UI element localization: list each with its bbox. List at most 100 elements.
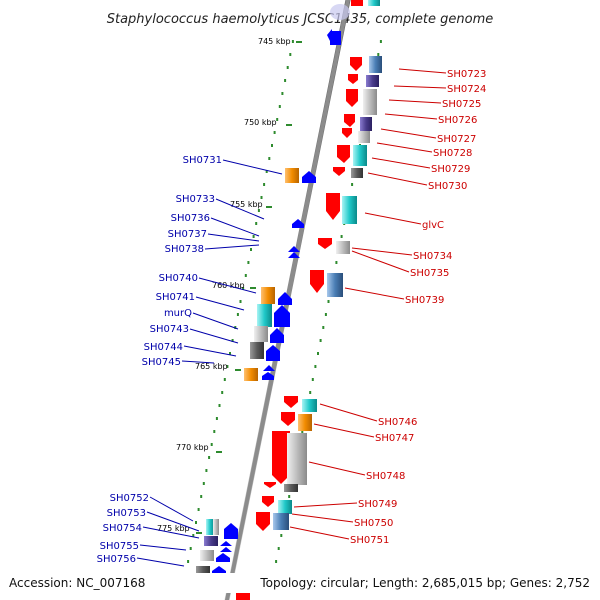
gene-label[interactable]: SH0750 (354, 518, 393, 529)
gene-arrow[interactable] (302, 171, 316, 183)
gene-arrow[interactable] (346, 89, 358, 107)
cog-box[interactable] (366, 75, 379, 87)
gene-arrow[interactable] (262, 496, 274, 507)
gene-arrow[interactable] (327, 29, 332, 45)
gene-label[interactable]: SH0754 (103, 523, 142, 534)
gene-arrow[interactable] (224, 523, 238, 539)
gene-label[interactable]: SH0739 (405, 295, 444, 306)
cog-box[interactable] (369, 56, 382, 73)
cog-box[interactable] (206, 519, 214, 535)
gene-label[interactable]: SH0729 (431, 164, 470, 175)
gene-arrow[interactable] (220, 547, 232, 552)
gene-arrow[interactable] (281, 412, 295, 426)
cog-box[interactable] (196, 566, 210, 575)
gene-label[interactable]: SH0749 (358, 499, 397, 510)
cog-box[interactable] (298, 414, 312, 431)
cog-box[interactable] (284, 484, 298, 492)
gene-label[interactable]: SH0727 (437, 134, 476, 145)
cog-box[interactable] (353, 145, 367, 166)
cog-box[interactable] (204, 536, 218, 546)
gene-arrow[interactable] (330, 31, 341, 45)
gene-arrow[interactable] (278, 292, 292, 305)
cog-box[interactable] (278, 500, 292, 514)
gene-arrow[interactable] (333, 167, 345, 176)
gene-label[interactable]: SH0745 (142, 357, 181, 368)
gene-arrow[interactable] (318, 238, 332, 249)
cog-box[interactable] (213, 519, 219, 535)
gene-arrow[interactable] (264, 482, 276, 488)
gene-label[interactable]: SH0743 (150, 324, 189, 335)
gene-label[interactable]: SH0726 (438, 115, 477, 126)
gene-arrow[interactable] (344, 114, 355, 127)
cog-box[interactable] (257, 304, 272, 327)
cog-box[interactable] (368, 0, 380, 6)
gene-label[interactable]: SH0737 (168, 229, 207, 240)
cog-box[interactable] (273, 513, 289, 530)
gene-label[interactable]: SH0744 (144, 342, 183, 353)
cog-box[interactable] (287, 433, 307, 485)
gene-arrow[interactable] (212, 566, 226, 575)
gene-label[interactable]: SH0734 (413, 251, 452, 262)
gene-label[interactable]: SH0723 (447, 69, 486, 80)
gene-arrow[interactable] (270, 328, 284, 343)
cog-box[interactable] (302, 399, 317, 412)
cog-box[interactable] (254, 326, 268, 342)
cog-box[interactable] (200, 550, 214, 561)
gene-arrow[interactable] (262, 372, 274, 380)
cog-box[interactable] (285, 168, 299, 183)
gene-arrow[interactable] (216, 553, 230, 562)
gene-arrow[interactable] (292, 219, 304, 228)
gene-arrow[interactable] (351, 0, 363, 6)
gene-label[interactable]: SH0756 (97, 554, 136, 565)
cog-box[interactable] (261, 287, 275, 304)
gene-arrow[interactable] (220, 541, 232, 546)
gene-arrow[interactable] (236, 592, 250, 600)
gene-arrow[interactable] (263, 365, 275, 371)
gene-label[interactable]: SH0733 (176, 194, 215, 205)
gene-label[interactable]: SH0736 (171, 213, 210, 224)
gene-arrow[interactable] (256, 512, 270, 531)
gene-arrow[interactable] (266, 345, 280, 361)
gene-label[interactable]: SH0731 (183, 155, 222, 166)
view-position-marker[interactable] (330, 4, 350, 20)
gene-label[interactable]: SH0751 (350, 535, 389, 546)
gene-label[interactable]: SH0752 (110, 493, 149, 504)
gene-label[interactable]: SH0753 (107, 508, 146, 519)
gene-arrow[interactable] (310, 270, 324, 293)
gene-label[interactable]: SH0730 (428, 181, 467, 192)
gene-arrow[interactable] (272, 431, 290, 484)
gene-arrow[interactable] (348, 74, 358, 84)
gene-label[interactable]: SH0746 (378, 417, 417, 428)
gene-label[interactable]: SH0738 (165, 244, 204, 255)
cog-box[interactable] (358, 131, 370, 143)
gene-label[interactable]: SH0741 (156, 292, 195, 303)
gene-arrow[interactable] (337, 145, 350, 163)
gene-arrow[interactable] (284, 396, 298, 408)
gene-arrow[interactable] (274, 305, 290, 327)
gene-label[interactable]: murQ (164, 308, 192, 319)
gene-arrow[interactable] (326, 193, 340, 220)
gene-label[interactable]: SH0724 (447, 84, 486, 95)
gene-label[interactable]: SH0747 (375, 433, 414, 444)
gene-label[interactable]: SH0735 (410, 268, 449, 279)
gene-arrow[interactable] (288, 252, 300, 258)
gene-label[interactable]: glvC (422, 220, 444, 231)
cog-box[interactable] (342, 196, 357, 224)
cog-box[interactable] (351, 168, 363, 178)
gene-label[interactable]: SH0748 (366, 471, 405, 482)
gene-label[interactable]: SH0755 (100, 541, 139, 552)
gene-label[interactable]: SH0728 (433, 148, 472, 159)
cog-box[interactable] (336, 241, 350, 254)
cog-box[interactable] (244, 368, 258, 381)
cog-box[interactable] (360, 117, 372, 131)
cog-box[interactable] (363, 89, 377, 115)
gene-arrow[interactable] (288, 246, 300, 252)
gene-label[interactable]: SH0725 (442, 99, 481, 110)
cog-box[interactable] (327, 273, 343, 297)
gc-dot (189, 547, 192, 550)
gene-arrow[interactable] (342, 128, 352, 138)
gene-label[interactable]: SH0740 (159, 273, 198, 284)
cog-box[interactable] (250, 342, 264, 359)
gene-arrow[interactable] (350, 57, 362, 71)
